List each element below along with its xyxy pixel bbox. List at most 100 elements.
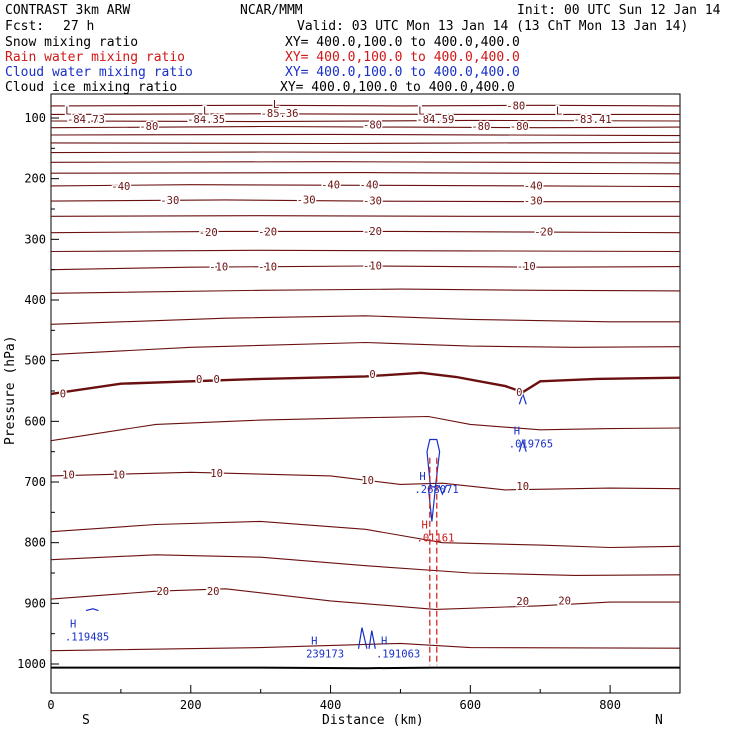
max-marker-3: H [70, 619, 76, 631]
field-ice-xy: XY= 400.0,100.0 to 400.0,400.0 [280, 80, 515, 95]
isotherm-minus50-8 [51, 172, 680, 175]
contour-label-38: 10 [210, 468, 223, 480]
isotherm-minus60-7 [51, 161, 680, 164]
contour-label-layer: -84.73 -84.35 -85.36 -84.59 -83.41 L L L L L -80 -8… [58, 98, 613, 661]
max-marker-4: H [311, 636, 317, 648]
y-tick-label-100: 100 [24, 111, 46, 125]
y-tick-label-600: 600 [24, 414, 46, 428]
isotherm-minus70-5 [51, 141, 680, 145]
contour-label-41: 20 [156, 586, 169, 598]
contour-label-14: -80 [510, 121, 529, 133]
contour-label-12: -80 [363, 120, 382, 132]
contour-label-29: -10 [363, 260, 382, 272]
cloud-contour-left [85, 608, 99, 612]
isotherm-minus80-1 [51, 113, 680, 115]
y-tick-label-400: 400 [24, 293, 46, 307]
x-axis-label: Distance (km) [322, 713, 424, 728]
isotherm-minus80-0 [51, 104, 680, 107]
isotherm-minus80-2 [51, 119, 680, 123]
contour-label-11: -80 [139, 121, 158, 133]
contour-label-7: L [273, 99, 279, 111]
contour-label-36: 10 [62, 470, 75, 482]
y-tick-label-900: 900 [24, 596, 46, 610]
max-value-1: .268071 [414, 484, 458, 496]
field-ice-name: Cloud ice mixing ratio [5, 80, 177, 95]
contour-label-37: 10 [112, 470, 125, 482]
contour-label-1: -84.35 [187, 114, 225, 126]
contour-label-15: -40 [111, 181, 130, 193]
y-tick-label-1000: 1000 [17, 657, 46, 671]
isotherm-minus30-11 [51, 215, 680, 217]
y-axis-label: Pressure (hPa) [3, 335, 18, 445]
y-tick-label-300: 300 [24, 232, 46, 246]
contour-label-4: -83.41 [574, 114, 612, 126]
x-tick-label-800: 800 [599, 698, 621, 712]
contour-label-26: -20 [534, 226, 553, 238]
y-tick-label-500: 500 [24, 354, 46, 368]
contour-label-21: -30 [363, 196, 382, 208]
isotherm-minus60-6 [51, 151, 680, 154]
cloud-contour-center-side [438, 484, 448, 496]
org-label: NCAR/MMM [240, 3, 303, 18]
x-tick-label-400: 400 [320, 698, 342, 712]
valid-label: Valid: 03 UTC Mon 13 Jan 14 (13 ChT Mon … [297, 19, 688, 34]
contour-label-30: -10 [517, 261, 536, 273]
contour-label-13: -80 [471, 121, 490, 133]
y-tick-label-200: 200 [24, 172, 46, 186]
contour-label-5: L [65, 106, 71, 118]
cloud-layer [85, 392, 527, 666]
max-marker-1: H [419, 471, 425, 483]
isotherm-minus5-17 [51, 341, 680, 356]
max-marker-0: H [514, 426, 520, 438]
contour-label-3: -84.59 [416, 114, 454, 126]
contour-label-0: -84.73 [67, 114, 105, 126]
x-tick-label-200: 200 [180, 698, 202, 712]
cloud-contour-center-loop [426, 438, 441, 488]
isotherm-layer [51, 104, 680, 670]
contour-label-40: 10 [516, 481, 529, 493]
max-marker-5: H [381, 636, 387, 648]
contour-label-39: 10 [361, 475, 374, 487]
isotherm-5-19 [51, 415, 680, 442]
isotherm-minus80-3 [51, 125, 680, 129]
max-value-4: 239173 [306, 649, 344, 661]
field-rain-name: Rain water mixing ratio [5, 50, 185, 65]
contour-label-42: 20 [207, 586, 220, 598]
contour-label-28: -10 [258, 262, 277, 274]
isotherm-minus10-14 [51, 265, 680, 271]
contour-label-16: -40 [321, 180, 340, 192]
contour-label-27: -10 [209, 262, 228, 274]
y-tick-label-800: 800 [24, 536, 46, 550]
fcst-label: Fcst: [5, 19, 44, 34]
contour-label-22: -30 [524, 196, 543, 208]
isotherm-minus30-10 [51, 199, 680, 203]
isotherm-10-21 [51, 520, 680, 549]
field-snow-name: Snow mixing ratio [5, 35, 138, 50]
field-rain-xy: XY= 400.0,100.0 to 400.0,400.0 [285, 50, 520, 65]
isotherm-20-23 [51, 588, 680, 610]
contour-label-24: -20 [258, 226, 277, 238]
isotherm-15-22 [51, 554, 680, 576]
contour-label-17: -40 [360, 180, 379, 192]
south-end-label: S [82, 713, 90, 728]
contour-label-9: L [556, 106, 562, 118]
isotherm-minus10-15 [51, 288, 680, 294]
contour-label-25: -20 [363, 226, 382, 238]
terrain-line [51, 666, 680, 670]
contour-label-20: -30 [297, 194, 316, 206]
contour-label-33: 0 [213, 374, 219, 386]
contour-label-2: -85.36 [261, 108, 299, 120]
isotherm-minus20-12 [51, 230, 680, 234]
isotherm-minus40-9 [51, 184, 680, 188]
max-value-5: .191063 [376, 649, 420, 661]
field-snow-xy: XY= 400.0,100.0 to 400.0,400.0 [285, 35, 520, 50]
isotherm-25-24 [51, 642, 680, 652]
x-tick-label-600: 600 [459, 698, 481, 712]
contour-label-32: 0 [196, 374, 202, 386]
isotherm-minus70-4 [51, 133, 680, 137]
north-end-label: N [655, 713, 663, 728]
cloud-contour-upper-right [518, 392, 527, 405]
field-cloud-xy: XY= 400.0,100.0 to 400.0,400.0 [285, 65, 520, 80]
